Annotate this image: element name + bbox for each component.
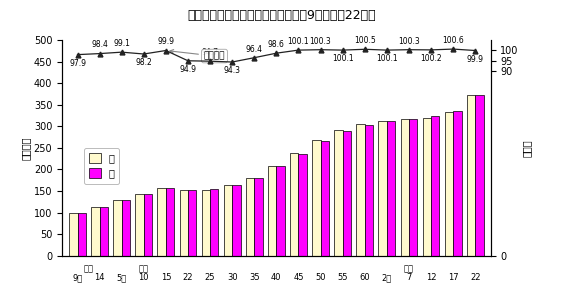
Text: 9年: 9年 bbox=[72, 273, 83, 282]
Text: 100.2: 100.2 bbox=[420, 54, 442, 63]
Bar bbox=[100, 207, 108, 256]
Bar bbox=[343, 131, 351, 256]
Text: 12: 12 bbox=[426, 273, 437, 282]
Bar bbox=[69, 213, 77, 256]
Bar bbox=[453, 111, 461, 256]
Bar bbox=[387, 121, 395, 256]
Text: 99.1: 99.1 bbox=[113, 39, 130, 48]
Text: 14: 14 bbox=[94, 273, 105, 282]
Legend: 男, 女: 男, 女 bbox=[84, 148, 119, 184]
Text: 35: 35 bbox=[249, 273, 259, 282]
Y-axis label: （万人）: （万人） bbox=[21, 136, 31, 160]
Bar bbox=[431, 116, 439, 256]
Text: 100.3: 100.3 bbox=[310, 37, 332, 46]
Text: 22: 22 bbox=[183, 273, 193, 282]
Text: 94.9: 94.9 bbox=[179, 65, 196, 74]
Bar bbox=[365, 124, 373, 256]
Bar bbox=[290, 153, 298, 256]
Text: 60: 60 bbox=[359, 273, 370, 282]
Bar bbox=[320, 141, 329, 256]
Text: 25: 25 bbox=[205, 273, 215, 282]
Bar bbox=[91, 207, 100, 256]
Text: 99.9: 99.9 bbox=[157, 37, 174, 46]
Bar bbox=[224, 185, 232, 256]
Text: 94.3: 94.3 bbox=[224, 66, 241, 75]
Text: 平成: 平成 bbox=[404, 264, 414, 273]
Text: 大正: 大正 bbox=[83, 264, 94, 273]
Bar bbox=[144, 194, 152, 256]
Bar bbox=[188, 190, 196, 256]
Text: 50: 50 bbox=[315, 273, 326, 282]
Text: 98.6: 98.6 bbox=[268, 40, 285, 49]
Bar bbox=[232, 185, 241, 256]
Text: 7: 7 bbox=[406, 273, 412, 282]
Text: 100.3: 100.3 bbox=[398, 37, 420, 46]
Bar bbox=[122, 201, 130, 256]
Text: 99.9: 99.9 bbox=[467, 55, 484, 64]
Text: 55: 55 bbox=[337, 273, 348, 282]
Text: 100.1: 100.1 bbox=[376, 54, 398, 63]
Text: 15: 15 bbox=[161, 273, 171, 282]
Bar bbox=[298, 154, 307, 256]
Bar bbox=[334, 130, 343, 256]
Bar bbox=[356, 124, 365, 256]
Text: 22: 22 bbox=[470, 273, 481, 282]
Text: 96.4: 96.4 bbox=[246, 45, 263, 54]
Bar bbox=[400, 119, 409, 256]
Text: 2年: 2年 bbox=[382, 273, 392, 282]
Text: 男女別人口と人口性比の推移（大正9年〜平成22年）: 男女別人口と人口性比の推移（大正9年〜平成22年） bbox=[188, 9, 376, 22]
Text: 100.6: 100.6 bbox=[442, 36, 464, 45]
Text: 10: 10 bbox=[139, 273, 149, 282]
Text: 人口性比: 人口性比 bbox=[170, 50, 225, 61]
Bar bbox=[179, 190, 188, 256]
Bar bbox=[467, 95, 475, 256]
Text: 45: 45 bbox=[293, 273, 303, 282]
Y-axis label: （％）: （％） bbox=[522, 139, 531, 157]
Bar bbox=[246, 178, 254, 256]
Text: 100.1: 100.1 bbox=[332, 54, 354, 63]
Bar bbox=[276, 166, 285, 256]
Text: 100.1: 100.1 bbox=[288, 37, 309, 46]
Bar bbox=[157, 188, 166, 256]
Bar bbox=[113, 201, 122, 256]
Bar bbox=[202, 190, 210, 256]
Bar bbox=[268, 166, 276, 256]
Text: 100.5: 100.5 bbox=[354, 36, 376, 45]
Bar bbox=[409, 119, 417, 256]
Bar bbox=[378, 121, 387, 256]
Bar bbox=[166, 188, 174, 256]
Text: 98.4: 98.4 bbox=[91, 40, 108, 49]
Text: 17: 17 bbox=[448, 273, 459, 282]
Bar bbox=[445, 112, 453, 256]
Bar bbox=[475, 95, 483, 256]
Text: 40: 40 bbox=[271, 273, 281, 282]
Text: 94.7: 94.7 bbox=[201, 48, 219, 57]
Bar bbox=[312, 140, 320, 256]
Text: 98.2: 98.2 bbox=[135, 58, 152, 67]
Bar bbox=[77, 213, 86, 256]
Text: 30: 30 bbox=[227, 273, 237, 282]
Text: 97.9: 97.9 bbox=[69, 59, 86, 68]
Text: 昭和: 昭和 bbox=[139, 264, 149, 273]
Bar bbox=[210, 189, 218, 256]
Bar bbox=[422, 118, 431, 256]
Bar bbox=[254, 178, 263, 256]
Bar bbox=[135, 194, 144, 256]
Text: 5年: 5年 bbox=[117, 273, 127, 282]
